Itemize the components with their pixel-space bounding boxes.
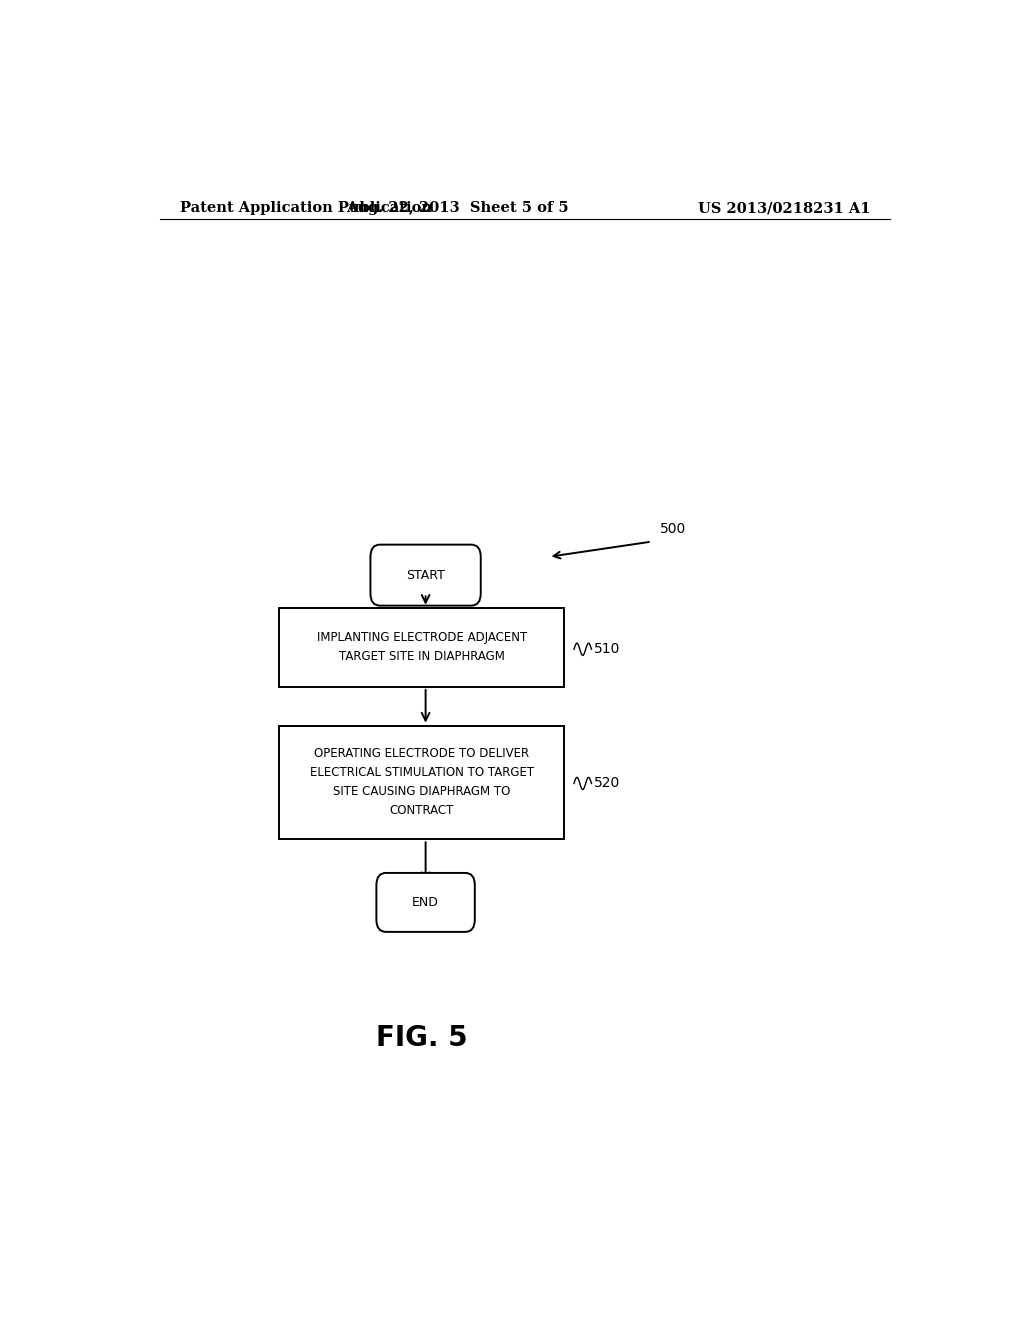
- Text: 510: 510: [594, 643, 621, 656]
- Text: FIG. 5: FIG. 5: [376, 1023, 467, 1052]
- Bar: [279, 607, 564, 686]
- Text: OPERATING ELECTRODE TO DELIVER
ELECTRICAL STIMULATION TO TARGET
SITE CAUSING DIA: OPERATING ELECTRODE TO DELIVER ELECTRICA…: [309, 747, 534, 817]
- FancyBboxPatch shape: [371, 545, 480, 606]
- Text: 500: 500: [659, 523, 686, 536]
- Bar: [279, 726, 564, 840]
- Text: Patent Application Publication: Patent Application Publication: [179, 201, 431, 215]
- FancyBboxPatch shape: [377, 873, 475, 932]
- Text: US 2013/0218231 A1: US 2013/0218231 A1: [697, 201, 870, 215]
- Text: Aug. 22, 2013  Sheet 5 of 5: Aug. 22, 2013 Sheet 5 of 5: [346, 201, 568, 215]
- Text: IMPLANTING ELECTRODE ADJACENT
TARGET SITE IN DIAPHRAGM: IMPLANTING ELECTRODE ADJACENT TARGET SIT…: [316, 631, 526, 663]
- Text: END: END: [413, 896, 439, 909]
- Text: 520: 520: [594, 776, 621, 791]
- Text: START: START: [407, 569, 445, 582]
